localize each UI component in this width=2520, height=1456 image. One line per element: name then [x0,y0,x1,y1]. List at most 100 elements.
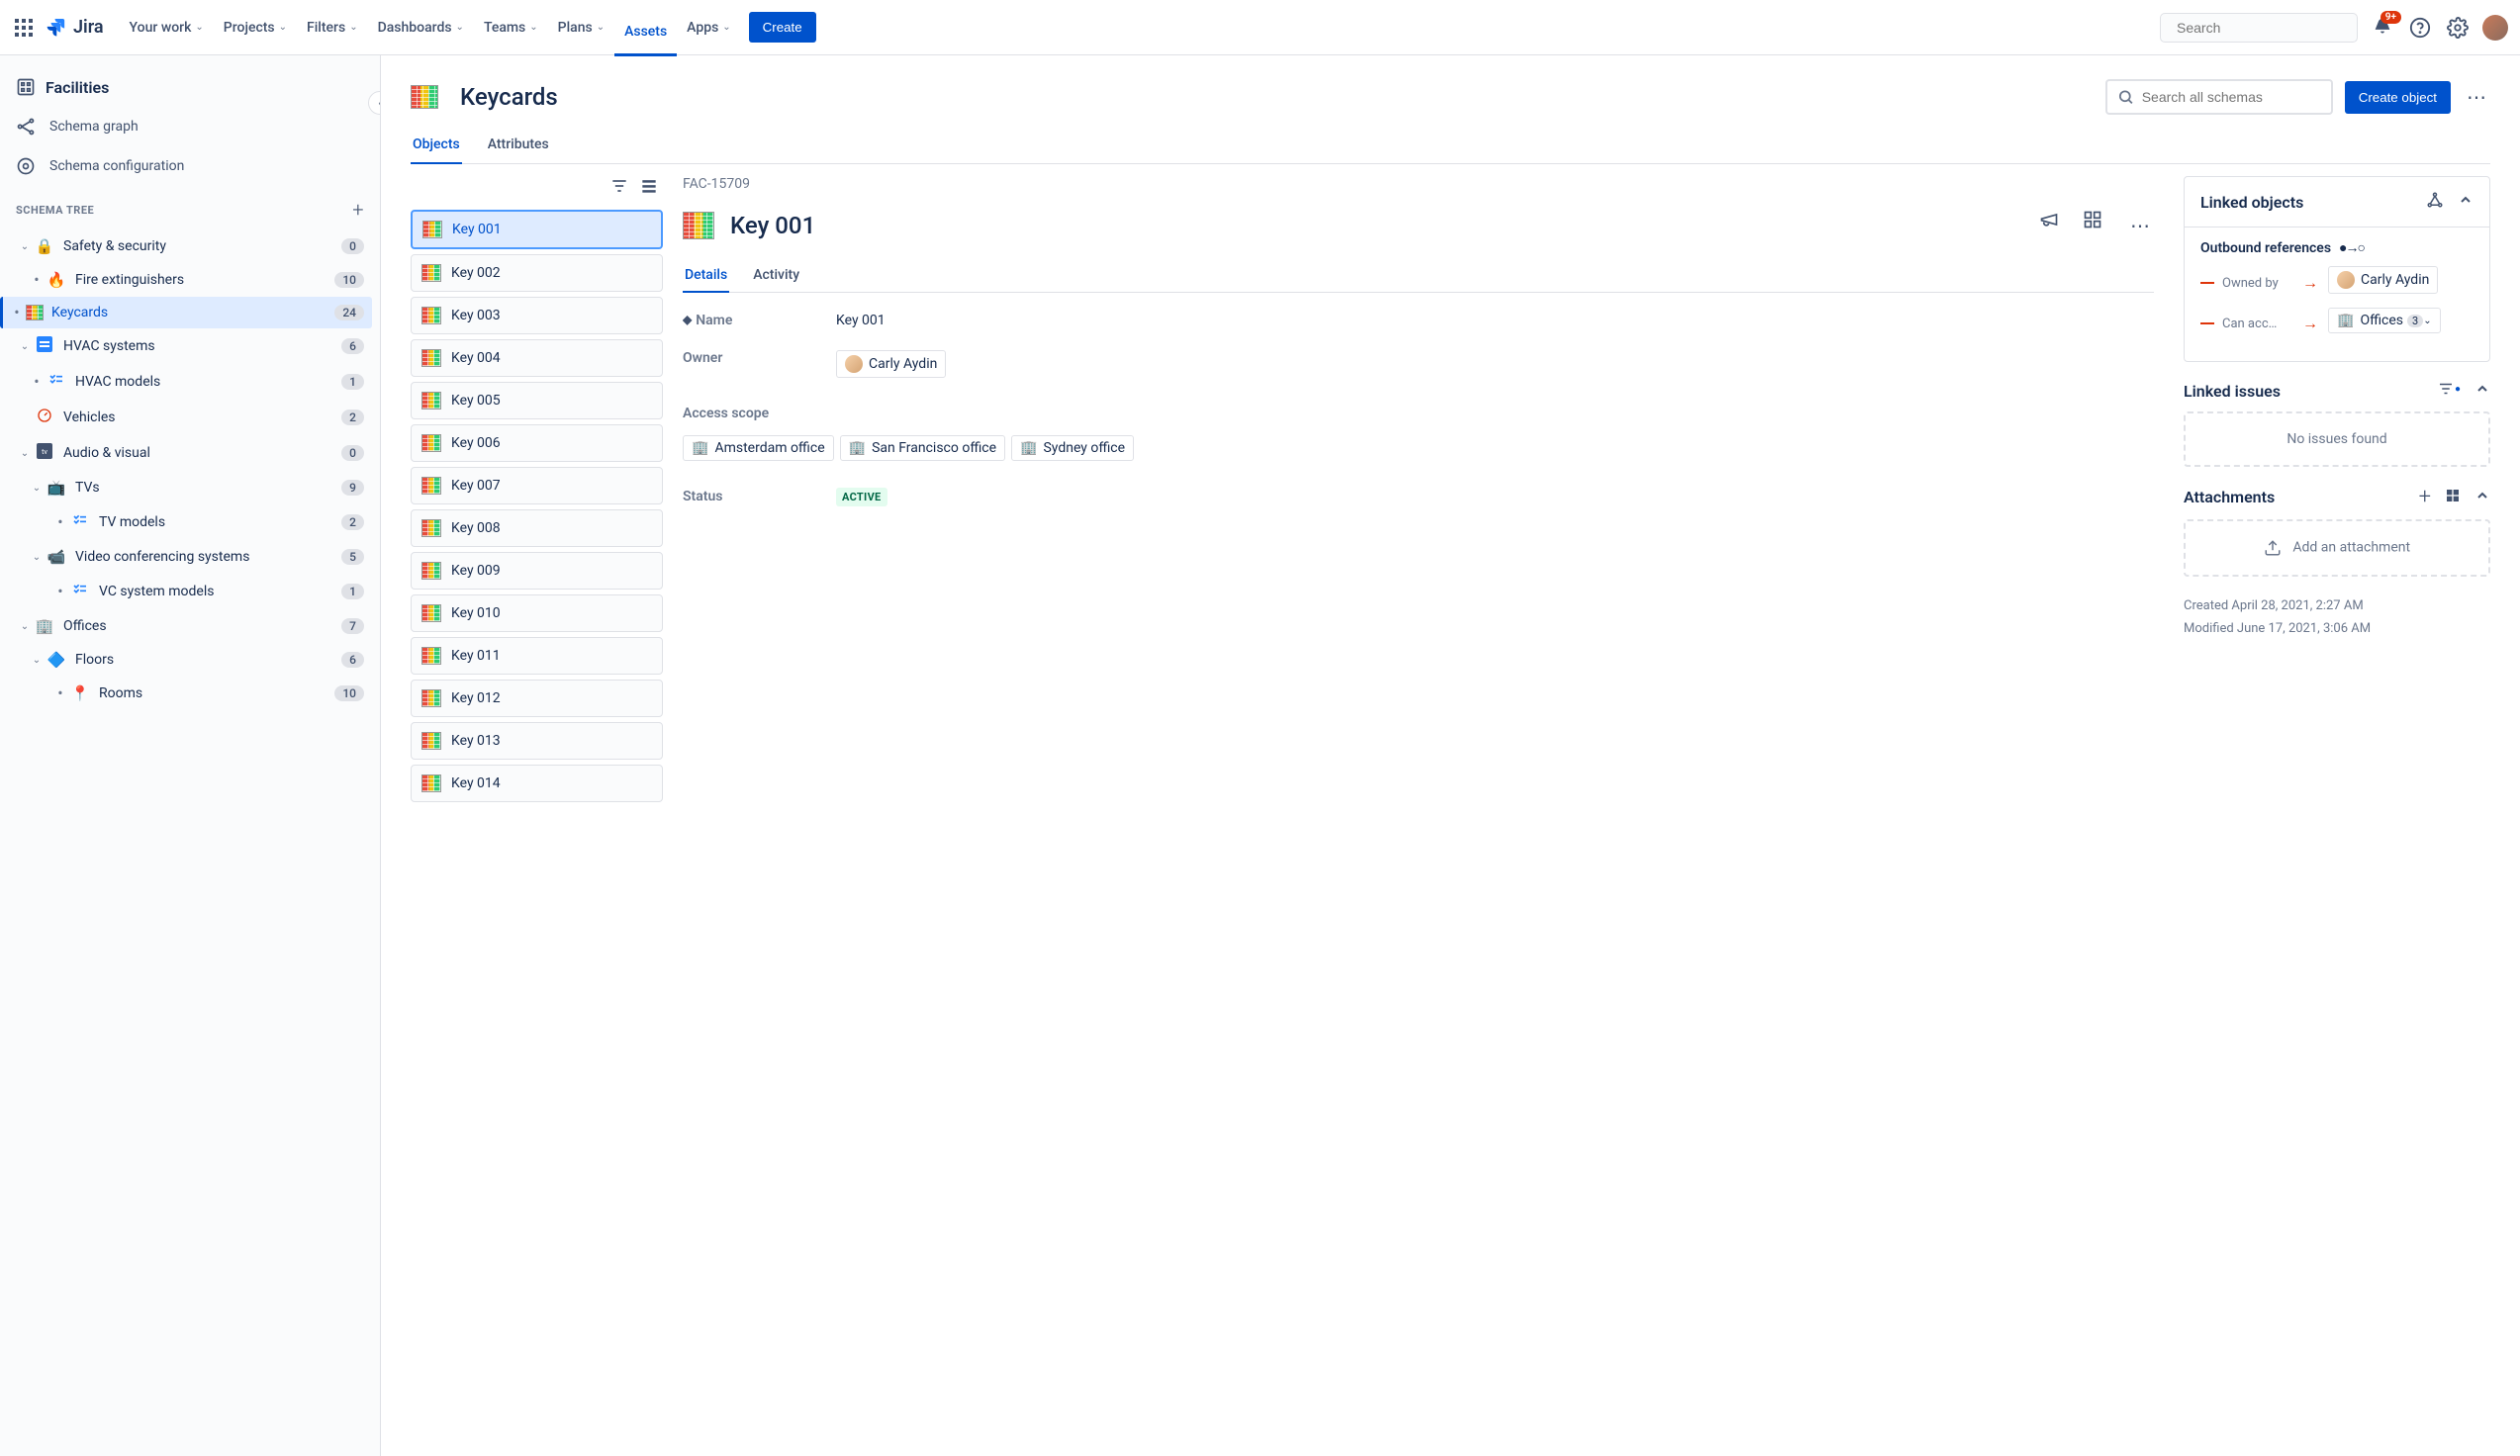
collapse-icon[interactable] [2458,192,2473,212]
collapse-issues-icon[interactable] [2474,381,2490,401]
detail-more-icon[interactable]: ⋯ [2126,210,2154,241]
schema-tree-header: SCHEMA TREE + [0,186,380,229]
sidebar: ‹ Facilities Schema graph Schema configu… [0,55,381,1456]
grid-view-icon[interactable] [2445,488,2461,507]
object-item[interactable]: Key 012 [411,680,663,717]
global-search[interactable] [2160,13,2358,43]
object-item[interactable]: Key 010 [411,594,663,632]
scope-chip[interactable]: 🏢Sydney office [1011,435,1134,461]
app-switcher-icon[interactable] [12,16,36,40]
schema-tree: ⌄🔒Safety & security0•🔥Fire extinguishers… [0,229,380,710]
jira-logo-text: Jira [73,17,104,38]
jira-logo[interactable]: Jira [44,16,104,40]
outbound-title: Outbound references ●→○ [2200,239,2473,256]
object-item[interactable]: Key 002 [411,254,663,292]
linked-issues-header: Linked issues ● [2184,380,2490,402]
object-item[interactable]: Key 011 [411,637,663,675]
object-item[interactable]: Key 008 [411,509,663,547]
notifications-icon[interactable]: 9+ [2370,15,2395,41]
tree-item-tv-models[interactable]: •TV models2 [8,504,372,540]
nav-plans[interactable]: Plans⌄ [548,12,614,44]
create-button[interactable]: Create [749,12,816,43]
list-view-icon[interactable] [639,176,659,200]
object-id: FAC-15709 [683,176,2154,192]
schema-search[interactable] [2105,79,2333,115]
attr-name-value: Key 001 [836,313,2154,328]
user-avatar[interactable] [2482,15,2508,41]
object-item[interactable]: Key 014 [411,765,663,802]
scope-chips: 🏢Amsterdam office🏢San Francisco office🏢S… [683,435,2154,467]
reference-row: Can acc…→🏢Offices 3 ⌄ [2200,308,2473,339]
object-item[interactable]: Key 009 [411,552,663,590]
schema-search-input[interactable] [2142,89,2321,105]
tree-item-audio-visual[interactable]: ⌄tvAudio & visual0 [8,435,372,471]
attr-status-label: Status [683,489,836,504]
tree-item-hvac-models[interactable]: •HVAC models1 [8,364,372,400]
object-item[interactable]: Key 005 [411,382,663,419]
tree-item-fire-extinguishers[interactable]: •🔥Fire extinguishers10 [8,263,372,297]
content-header: Keycards Create object ⋯ [411,79,2490,115]
filter-issues-icon[interactable]: ● [2437,380,2461,402]
tree-item-safety-security[interactable]: ⌄🔒Safety & security0 [8,229,372,263]
collapse-attachments-icon[interactable] [2474,488,2490,507]
content-title: Keycards [460,83,558,111]
more-actions-icon[interactable]: ⋯ [2463,81,2490,113]
object-item[interactable]: Key 007 [411,467,663,504]
detail-icon [683,212,714,239]
tree-item-offices[interactable]: ⌄🏢Offices7 [8,609,372,643]
nav-filters[interactable]: Filters⌄ [297,12,368,44]
tree-item-vehicles[interactable]: Vehicles2 [8,400,372,435]
tree-item-tvs[interactable]: ⌄📺TVs9 [8,471,372,504]
detail-panel: FAC-15709 Key 001 ⋯ Details Activity [683,176,2490,1456]
tree-item-video-conferencing-systems[interactable]: ⌄📹Video conferencing systems5 [8,540,372,574]
notification-badge: 9+ [2380,11,2401,24]
svg-text:tv: tv [42,448,47,456]
object-item[interactable]: Key 003 [411,297,663,334]
detail-title: Key 001 [730,212,815,239]
object-item[interactable]: Key 006 [411,424,663,462]
nav-right: 9+ [2160,13,2508,43]
nav-your-work[interactable]: Your work⌄ [120,12,214,44]
settings-icon[interactable] [2445,15,2471,41]
nav-projects[interactable]: Projects⌄ [214,12,297,44]
tree-item-rooms[interactable]: •📍Rooms10 [8,677,372,710]
nav-apps[interactable]: Apps⌄ [677,12,741,44]
detail-tab-details[interactable]: Details [683,259,729,293]
nav-teams[interactable]: Teams⌄ [474,12,548,44]
help-icon[interactable] [2407,15,2433,41]
owner-chip[interactable]: Carly Aydin [836,350,946,378]
detail-tab-activity[interactable]: Activity [751,259,801,292]
scope-chip[interactable]: 🏢San Francisco office [840,435,1005,461]
scope-chip[interactable]: 🏢Amsterdam office [683,435,834,461]
announce-icon[interactable] [2039,210,2059,241]
nav-dashboards[interactable]: Dashboards⌄ [368,12,474,44]
tree-item-hvac-systems[interactable]: ⌄HVAC systems6 [8,328,372,364]
schema-config-link[interactable]: Schema configuration [0,146,380,186]
tree-item-vc-system-models[interactable]: •VC system models1 [8,574,372,609]
attachments-dropzone[interactable]: Add an attachment [2184,519,2490,577]
timestamps: Created April 28, 2021, 2:27 AM Modified… [2184,594,2490,641]
graph-icon[interactable] [2426,191,2444,213]
object-list: Key 001 Key 002 Key 003 Key 004 Key 005 Key 0… [411,210,663,802]
tab-objects[interactable]: Objects [411,127,462,164]
object-item[interactable]: Key 001 [411,210,663,249]
tab-attributes[interactable]: Attributes [486,127,551,163]
detail-tabs: Details Activity [683,259,2154,293]
schema-graph-link[interactable]: Schema graph [0,107,380,146]
nav-assets[interactable]: Assets [614,16,677,56]
tree-item-keycards[interactable]: •Keycards24 [0,297,372,328]
object-list-panel: Key 001 Key 002 Key 003 Key 004 Key 005 Key 0… [411,176,663,1456]
filter-icon[interactable] [609,176,629,200]
linked-issues-empty: No issues found [2184,411,2490,467]
attr-owner-label: Owner [683,350,836,384]
attr-name-label: ◆Name [683,313,836,328]
add-schema-button[interactable]: + [352,198,364,222]
global-search-input[interactable] [2177,20,2356,36]
add-attachment-icon[interactable]: + [2419,485,2431,509]
qr-icon[interactable] [2083,210,2102,241]
object-item[interactable]: Key 004 [411,339,663,377]
tree-item-floors[interactable]: ⌄🔷Floors6 [8,643,372,677]
create-object-button[interactable]: Create object [2345,81,2451,114]
object-item[interactable]: Key 013 [411,722,663,760]
reference-row: Owned by→Carly Aydin [2200,266,2473,300]
